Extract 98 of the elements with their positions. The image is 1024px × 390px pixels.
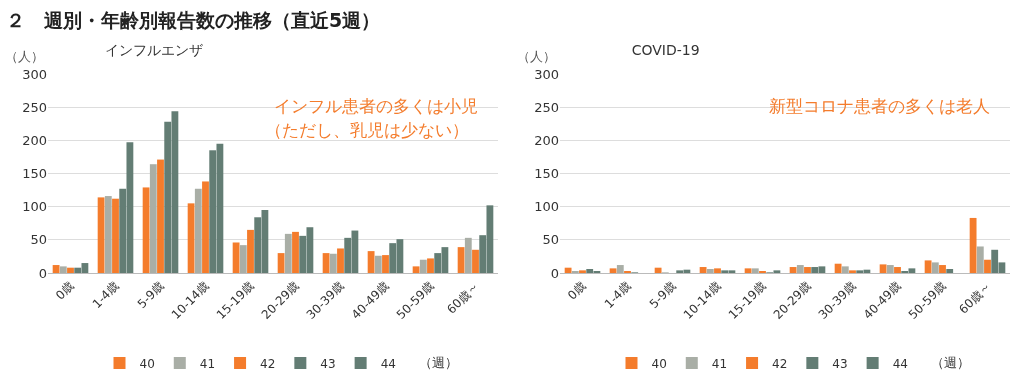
y-axis-title: （人） — [517, 49, 556, 64]
bar — [112, 198, 119, 273]
bar — [804, 267, 811, 273]
legend-label: 44 — [892, 356, 908, 371]
bar — [382, 255, 389, 273]
y-tick-label: 100 — [22, 199, 47, 215]
chart-subtitle: インフルエンザ — [104, 42, 203, 59]
bar — [59, 266, 67, 273]
annotation: （ただし、乳児は少ない） — [265, 120, 469, 140]
y-tick-label: 150 — [534, 166, 559, 182]
bar — [412, 266, 420, 273]
bar — [714, 268, 721, 273]
bar — [654, 267, 662, 273]
legend-label: 43 — [832, 356, 848, 371]
bar — [969, 217, 977, 273]
bar — [706, 269, 714, 273]
y-tick-label: 250 — [534, 99, 559, 115]
bar — [894, 267, 901, 273]
bar — [142, 187, 150, 273]
bar — [232, 242, 240, 273]
annotation: 新型コロナ患者の多くは老人 — [769, 96, 990, 116]
legend-title: （週） — [931, 355, 970, 370]
x-tick-label: 0歳 — [565, 278, 589, 303]
annotation: インフル患者の多くは小児 — [274, 96, 478, 116]
bar — [834, 263, 842, 273]
bar — [149, 164, 157, 273]
bar — [157, 159, 164, 273]
bar — [579, 270, 586, 273]
bar — [277, 253, 285, 273]
bar — [284, 233, 292, 273]
y-tick-label: 150 — [22, 166, 47, 182]
bar — [239, 245, 247, 273]
x-tick-label: 0歳 — [53, 278, 77, 303]
bar — [976, 246, 984, 273]
bar — [796, 265, 804, 273]
bar — [886, 265, 894, 273]
bar — [187, 203, 195, 273]
bar — [879, 264, 887, 273]
y-tick-label: 100 — [534, 199, 559, 215]
bar — [849, 270, 856, 273]
legend-label: 42 — [260, 356, 276, 371]
bar — [464, 237, 472, 273]
legend-title: （週） — [419, 355, 458, 370]
bar — [52, 265, 60, 273]
legend-label: 40 — [651, 356, 667, 371]
bar — [984, 259, 991, 273]
legend-label: 44 — [380, 356, 396, 371]
bar — [419, 259, 427, 273]
y-tick-label: 200 — [22, 132, 47, 148]
bar — [744, 268, 752, 273]
bar — [67, 267, 74, 273]
bar — [924, 260, 932, 273]
chart-title: ２ 週別・年齢別報告数の推移（直近5週） — [5, 8, 382, 33]
legend-label: 42 — [772, 356, 788, 371]
x-tick-label: 60歳～ — [956, 278, 994, 317]
bar — [194, 188, 202, 273]
x-tick-label: 1-4歳 — [89, 278, 122, 312]
bar — [457, 247, 465, 273]
bar — [337, 248, 344, 273]
y-tick-label: 0 — [38, 265, 47, 281]
legend-label: 41 — [711, 356, 728, 371]
bar — [322, 253, 330, 273]
bar — [931, 262, 939, 273]
legend-label: 41 — [199, 356, 216, 371]
y-tick-label: 200 — [534, 132, 559, 148]
x-tick-label: 5-9歳 — [646, 278, 679, 312]
bar — [946, 269, 954, 273]
bar — [104, 196, 112, 273]
x-tick-label: 5-9歳 — [134, 278, 167, 312]
y-axis-title: （人） — [5, 49, 44, 64]
y-tick-label: 250 — [22, 99, 47, 115]
y-tick-label: 300 — [534, 66, 559, 82]
chart-title: COVID-19 — [631, 42, 700, 59]
bar — [97, 197, 105, 273]
legend-label: 43 — [320, 356, 336, 371]
y-tick-label: 300 — [22, 66, 47, 82]
bar — [699, 267, 707, 273]
x-tick-label: 60歳～ — [444, 278, 482, 317]
bar — [427, 258, 434, 273]
bar — [939, 265, 946, 273]
x-tick-label: 1-4歳 — [601, 278, 634, 312]
y-tick-label: 0 — [550, 265, 559, 281]
legend-label: 40 — [139, 356, 155, 371]
bar — [472, 249, 479, 273]
y-tick-label: 50 — [542, 232, 559, 248]
bar — [616, 265, 624, 273]
bar — [564, 267, 572, 273]
bar — [841, 266, 849, 273]
bar — [329, 253, 337, 273]
bar — [751, 268, 759, 273]
bar — [247, 229, 254, 273]
bar — [202, 181, 209, 273]
bar — [789, 267, 797, 273]
bar — [367, 251, 375, 273]
y-tick-label: 50 — [30, 232, 47, 248]
bar — [374, 255, 382, 273]
bar — [609, 268, 617, 273]
bar — [292, 231, 299, 273]
